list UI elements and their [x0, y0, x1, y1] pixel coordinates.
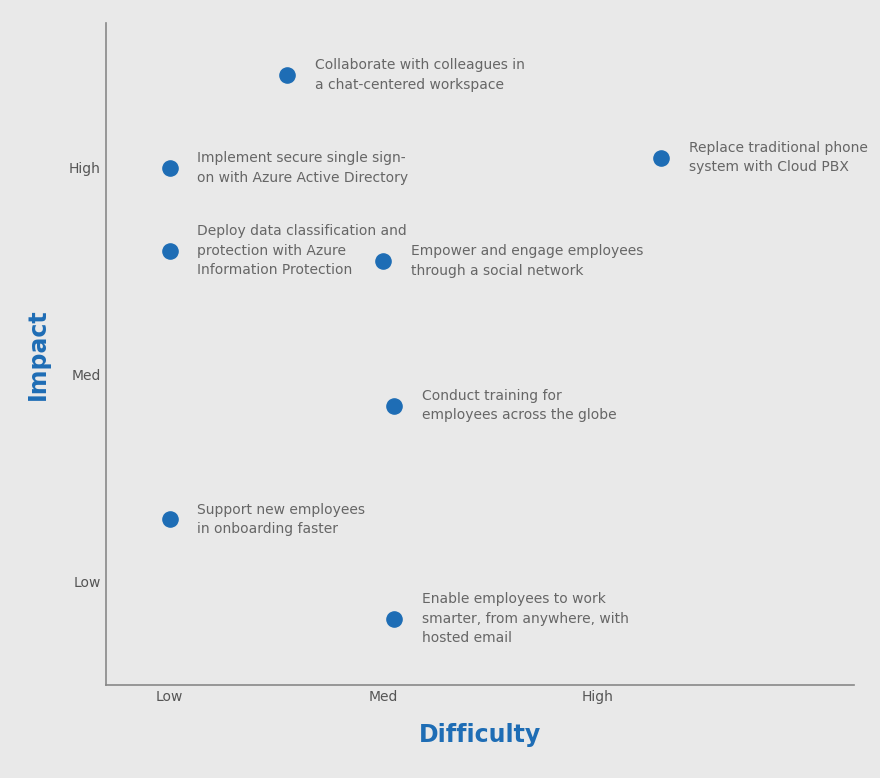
X-axis label: Difficulty: Difficulty	[419, 723, 540, 747]
Point	[387, 399, 401, 412]
Point	[163, 244, 177, 257]
Point	[280, 68, 294, 81]
Text: Implement secure single sign-
on with Azure Active Directory: Implement secure single sign- on with Az…	[197, 151, 408, 184]
Point	[163, 162, 177, 174]
Point	[163, 513, 177, 526]
Point	[387, 612, 401, 625]
Text: Empower and engage employees
through a social network: Empower and engage employees through a s…	[411, 244, 643, 278]
Text: Deploy data classification and
protection with Azure
Information Protection: Deploy data classification and protectio…	[197, 224, 407, 277]
Text: Support new employees
in onboarding faster: Support new employees in onboarding fast…	[197, 503, 365, 536]
Text: Conduct training for
employees across the globe: Conduct training for employees across th…	[422, 389, 617, 422]
Text: Replace traditional phone
system with Cloud PBX: Replace traditional phone system with Cl…	[689, 141, 868, 174]
Y-axis label: Impact: Impact	[26, 308, 49, 400]
Text: Enable employees to work
smarter, from anywhere, with
hosted email: Enable employees to work smarter, from a…	[422, 592, 629, 645]
Text: Collaborate with colleagues in
a chat-centered workspace: Collaborate with colleagues in a chat-ce…	[315, 58, 524, 92]
Point	[377, 254, 391, 267]
Point	[654, 152, 668, 164]
